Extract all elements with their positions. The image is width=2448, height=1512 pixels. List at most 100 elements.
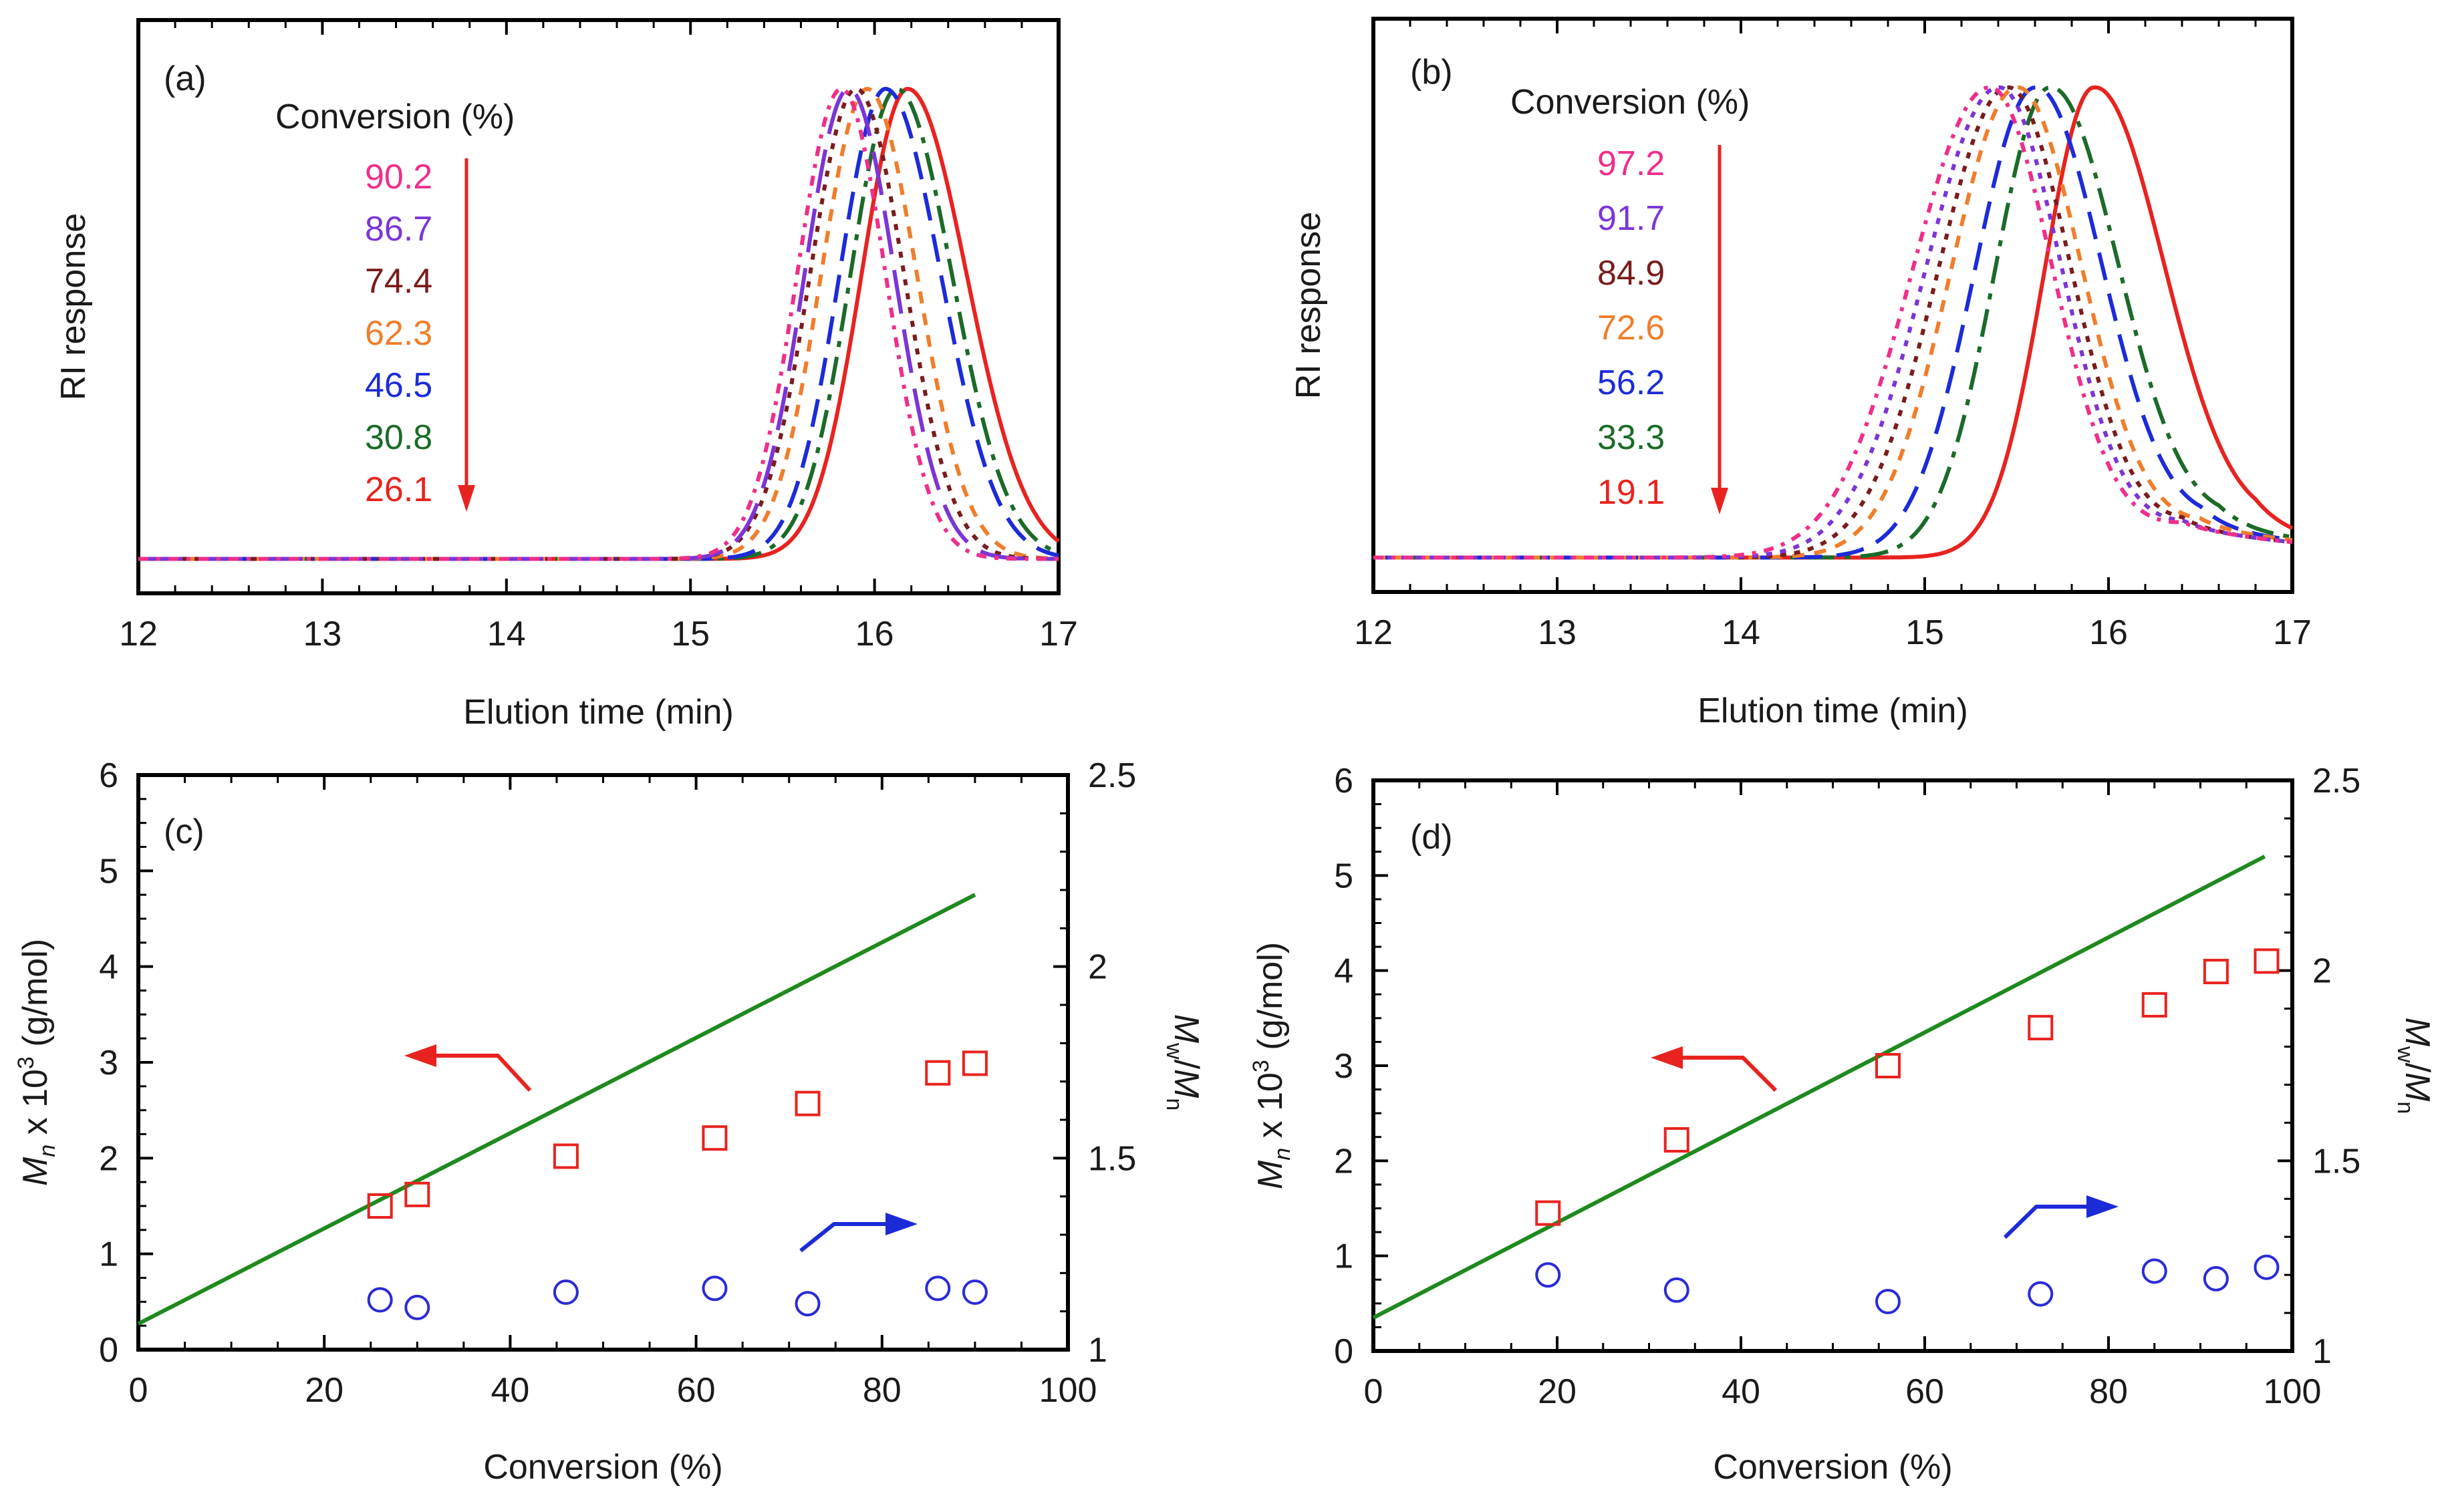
plot-frame [136, 18, 1061, 595]
x-tick-label: 14 [487, 615, 526, 653]
y-axis-label: Mn x 103 (g/mol) [1248, 942, 1295, 1189]
pdi-point [2028, 1281, 2054, 1307]
x-axis-label: Elution time (min) [463, 693, 734, 732]
mn-point [553, 1143, 579, 1169]
series-group [1373, 85, 2294, 560]
series-line-33.3 [1373, 85, 2293, 560]
x-tick-label: 80 [863, 1371, 902, 1410]
pdi-point [962, 1279, 988, 1305]
y2-label-subscript: n [2393, 1101, 2418, 1114]
series-line-91.7 [1373, 85, 2293, 560]
y-tick-label: 4 [1334, 952, 1353, 991]
mn-point [2141, 992, 2167, 1018]
panel-label: (d) [1410, 818, 1453, 857]
series-line-72.6 [1373, 85, 2293, 560]
y-axis-label: RI response [1289, 212, 1328, 399]
y-label-subscript: n [1270, 1148, 1295, 1161]
x-tick-label: 12 [119, 615, 158, 653]
x-tick-label: 40 [1722, 1372, 1760, 1411]
y-label-symbol: M [16, 1157, 55, 1186]
y-tick-label: 2 [99, 1139, 118, 1178]
y-tick-label: 0 [1334, 1332, 1353, 1371]
legend-entry: 97.2 [1597, 144, 1665, 183]
mn-point [795, 1090, 821, 1116]
panel-a: 12 13 14 15 16 17 Elution time (min) RI respons… [54, 18, 1078, 732]
legend-entry: 56.2 [1597, 363, 1665, 402]
y2-tick-label: 2.5 [1088, 756, 1136, 795]
x-tick-label: 13 [1538, 613, 1577, 652]
y-tick-label: 1 [1334, 1237, 1353, 1276]
series-line-74.4 [138, 87, 1059, 561]
mn-point [2028, 1015, 2054, 1041]
pdi-point [925, 1275, 951, 1302]
legend-entry: 33.3 [1597, 418, 1665, 457]
legend-entry: 91.7 [1597, 199, 1665, 238]
y2-axis-label: Mw/Mn [2393, 1018, 2437, 1114]
y-tick-label: 2 [1334, 1142, 1353, 1181]
x-tick-label: 14 [1722, 613, 1760, 652]
y2-tick-label: 2.5 [2312, 762, 2360, 800]
mn-point [1535, 1200, 1561, 1226]
pdi-point [2254, 1254, 2280, 1280]
x-tick-label: 20 [305, 1371, 344, 1410]
series-line-46.5 [138, 87, 1059, 561]
y-axis-label: Mn x 103 (g/mol) [13, 939, 60, 1186]
y2-tick-label: 1.5 [2312, 1142, 2360, 1181]
y2-label-subscript: n [1162, 1098, 1187, 1110]
legend-entry: 26.1 [365, 470, 432, 509]
x-tick-label: 16 [2089, 613, 2128, 652]
legend-entry: 72.6 [1597, 309, 1665, 347]
pdi-axis-arrow-head [2086, 1195, 2119, 1218]
y2-label-symbol: M [1167, 1069, 1206, 1098]
legend-entry: 74.4 [365, 262, 432, 301]
legend-entry: 30.8 [365, 418, 432, 457]
y2-tick-label: 1 [1088, 1331, 1107, 1370]
pdi-point [1663, 1277, 1689, 1303]
mn-point [404, 1181, 430, 1207]
legend-entry: 62.3 [365, 314, 432, 353]
panel-b: 12 13 14 15 16 17 Elution time (min) RI respons… [1289, 17, 2312, 730]
y2-tick-label: 1.5 [1088, 1139, 1136, 1178]
pdi-point [553, 1279, 579, 1305]
y-label-symbol: M [1251, 1160, 1290, 1189]
y2-label-subscript: w [1162, 1042, 1187, 1060]
y-tick-label: 3 [1334, 1047, 1353, 1086]
mn-point [1663, 1127, 1689, 1153]
y-tick-label: 5 [1334, 857, 1353, 895]
x-tick-label: 20 [1538, 1372, 1577, 1411]
x-tick-label: 40 [491, 1371, 529, 1410]
x-tick-label: 0 [129, 1371, 148, 1410]
x-axis-label: Conversion (%) [483, 1448, 722, 1487]
y2-label-symbol: M [1167, 1014, 1206, 1044]
series-line-84.9 [1373, 85, 2293, 560]
y2-label-symbol: M [2398, 1072, 2437, 1102]
pdi-point [2141, 1258, 2167, 1284]
y-label-superscript: 3 [1248, 1060, 1274, 1072]
x-tick-label: 100 [1039, 1371, 1097, 1410]
legend-entry: 19.1 [1597, 473, 1665, 512]
legend-arrow-head [1711, 488, 1728, 514]
panel-c: 0 20 40 60 80 100 0 1 2 3 4 5 6 1 1.5 2 2.5 (c) Conversion… [13, 756, 1206, 1487]
mn-point [962, 1050, 988, 1076]
pdi-point [404, 1294, 430, 1320]
plot-frame [1371, 778, 2294, 1353]
legend-entry: 86.7 [365, 210, 432, 249]
x-axis-label: Conversion (%) [1713, 1448, 1952, 1487]
legend-title: Conversion (%) [1510, 83, 1750, 122]
x-tick-label: 60 [1905, 1372, 1944, 1411]
y-axis-label: RI response [54, 213, 93, 400]
pdi-point [1535, 1262, 1561, 1288]
legend-entry: 46.5 [365, 366, 432, 405]
y-label-multiplier: x 10 [16, 1069, 55, 1145]
series-line-86.7 [138, 87, 1059, 561]
pdi-point [795, 1291, 821, 1317]
pdi-point [2203, 1265, 2229, 1292]
y-tick-label: 4 [99, 948, 118, 987]
y2-tick-label: 2 [2312, 952, 2332, 991]
series-group [138, 87, 1060, 561]
legend-arrow-head [458, 485, 475, 512]
legend-title: Conversion (%) [275, 98, 515, 136]
panel-d: 0 20 40 60 80 100 0 1 2 3 4 5 6 1 1.5 2 2.5 (d) Conversion… [1248, 762, 2437, 1487]
pdi-point [1875, 1288, 1901, 1314]
pdi-axis-arrow-head [886, 1213, 918, 1235]
